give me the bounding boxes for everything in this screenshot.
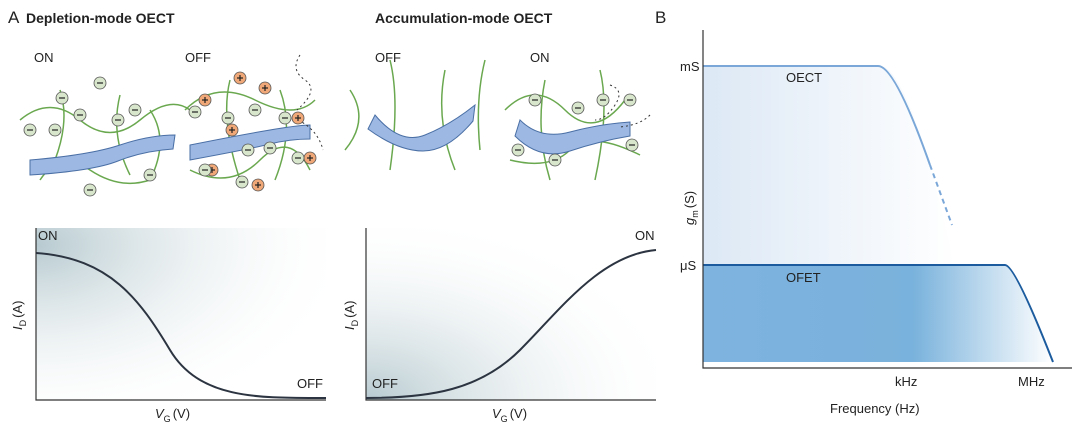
y-tick-label: mS: [680, 59, 700, 74]
ofet-area: [703, 265, 1053, 362]
y-tick-label: μS: [680, 258, 696, 273]
curve-label: OECT: [786, 70, 822, 85]
oect-area: [703, 66, 955, 265]
state-label: ON: [34, 50, 54, 65]
x-axis-label: Frequency (Hz): [830, 401, 920, 416]
x-tick-label: kHz: [895, 374, 917, 389]
panel-title: Depletion-mode OECT: [26, 10, 175, 26]
curve-label: OFF: [372, 376, 398, 391]
y-axis-label: ID(A): [342, 301, 360, 330]
panel-letter: B: [655, 8, 666, 27]
oect-line-extrapolated: [929, 164, 953, 226]
x-axis-label: VG (V): [492, 406, 527, 424]
transfer-curve: [365, 249, 657, 399]
polymer-illustrations: [19, 54, 651, 197]
oect-line: [703, 65, 931, 166]
curve-label: ON: [38, 228, 58, 243]
axes: [35, 228, 326, 401]
ofet-line: [703, 264, 1054, 363]
shading: [366, 228, 656, 400]
y-axis-label: ID(A): [10, 301, 28, 330]
curve-label: OFET: [786, 270, 821, 285]
y-axis-label: gm(S): [682, 191, 700, 225]
state-label: ON: [530, 50, 550, 65]
panel-letter: A: [8, 8, 20, 27]
transfer-curve: [35, 252, 327, 400]
x-axis-label: VG (V): [155, 406, 190, 424]
state-label: OFF: [185, 50, 211, 65]
shading: [36, 228, 326, 400]
state-label: OFF: [375, 50, 401, 65]
panel-title: Accumulation-mode OECT: [375, 10, 553, 26]
axes: [702, 30, 1072, 369]
x-tick-label: MHz: [1018, 374, 1045, 389]
curve-label: OFF: [297, 376, 323, 391]
curve-label: ON: [635, 228, 655, 243]
axes: [365, 228, 656, 401]
